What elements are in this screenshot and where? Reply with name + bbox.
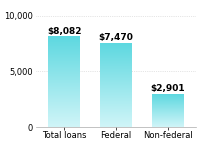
Text: $8,082: $8,082 bbox=[47, 27, 82, 35]
Text: $2,901: $2,901 bbox=[150, 84, 185, 93]
Text: $7,470: $7,470 bbox=[99, 33, 133, 42]
